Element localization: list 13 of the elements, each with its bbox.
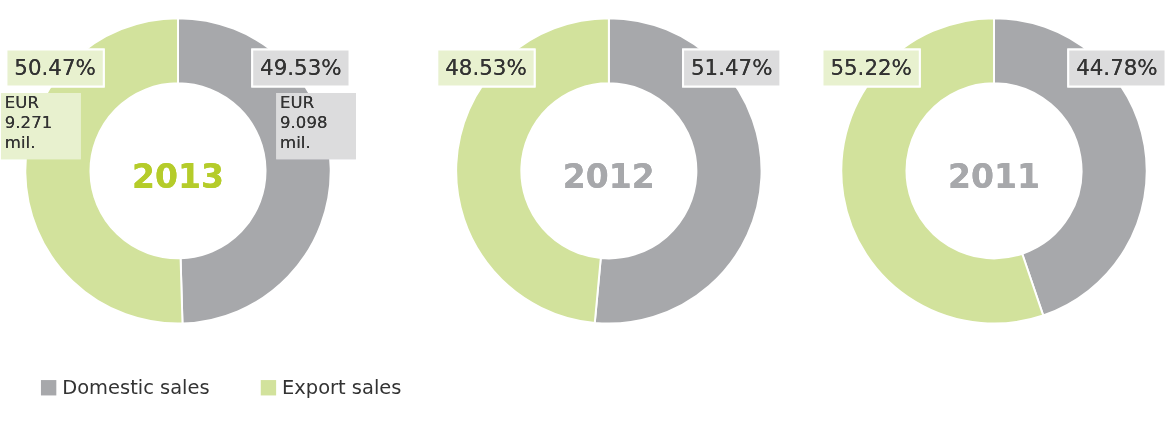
data-label: 51.47% — [690, 54, 773, 80]
data-label: 44.78% — [1076, 54, 1158, 80]
text: 2013 — [132, 157, 224, 197]
legend-label: Export sales — [282, 375, 402, 399]
text: 2012 — [562, 157, 655, 197]
text: 2011 — [948, 157, 1040, 197]
text: EUR 9.098 mil. — [280, 92, 328, 153]
data-label: 48.53% — [445, 54, 527, 80]
text: EUR 9.271 mil. — [4, 92, 53, 153]
data-label: 55.22% — [830, 54, 912, 80]
data-label: 49.53% — [260, 54, 342, 80]
data-label: 50.47% — [14, 54, 96, 80]
legend-label: Domestic sales — [62, 375, 210, 399]
